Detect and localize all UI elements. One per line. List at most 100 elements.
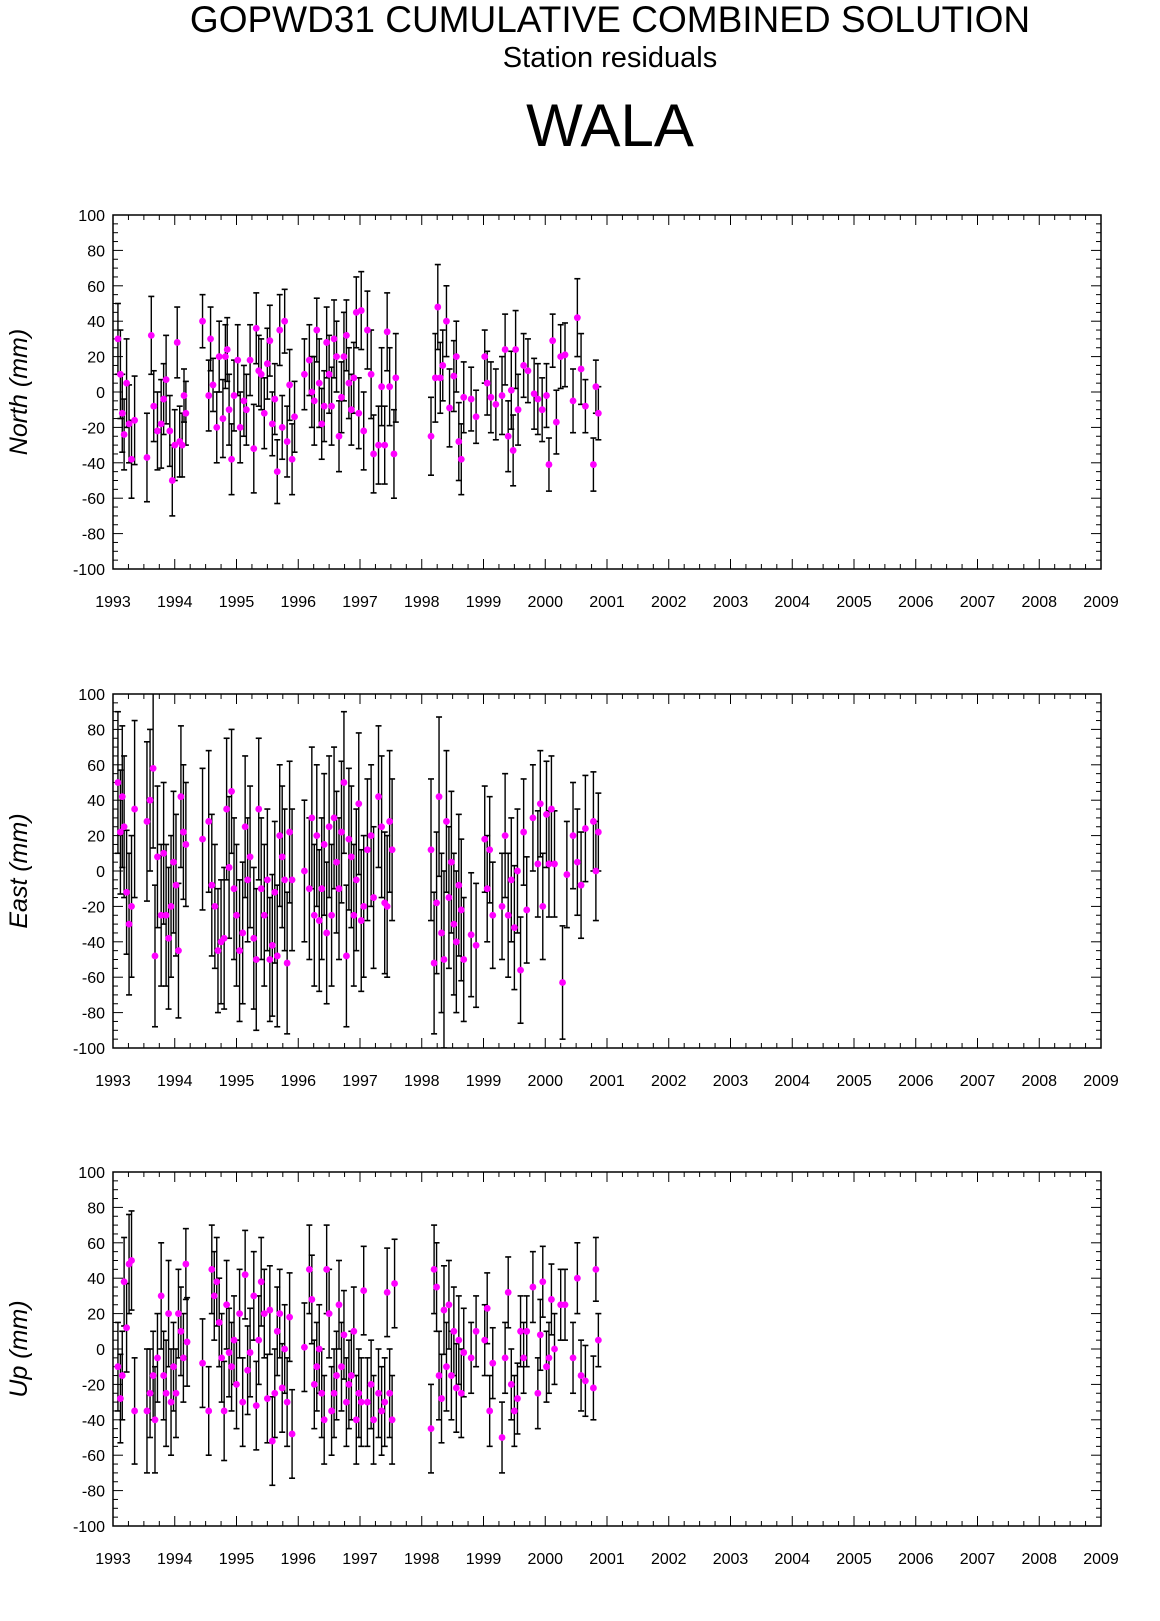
y-tick-label: -80 xyxy=(82,1484,105,1501)
data-point xyxy=(154,427,161,435)
data-point xyxy=(460,1349,468,1356)
data-point xyxy=(325,823,333,831)
data-point xyxy=(236,424,244,431)
data-point xyxy=(577,881,585,889)
y-axis-label: North (mm) xyxy=(5,329,33,455)
data-point xyxy=(450,920,458,928)
data-point xyxy=(263,876,271,884)
data-point xyxy=(357,917,365,924)
x-tick-label: 2004 xyxy=(774,594,810,611)
data-point xyxy=(114,1363,122,1371)
data-point xyxy=(340,1331,348,1339)
data-point xyxy=(472,413,480,421)
data-point xyxy=(171,441,179,449)
data-point xyxy=(431,374,439,382)
y-tick-label: 80 xyxy=(87,722,105,739)
data-point xyxy=(244,876,252,884)
y-tick-label: 0 xyxy=(96,1342,105,1359)
data-point xyxy=(435,793,443,801)
data-point xyxy=(172,881,180,889)
data-point xyxy=(594,409,602,417)
plot-panel-2: 100 80 60 40 20 0 -20 -40 -60 -80 -100 1993 1994 1995… xyxy=(5,687,1119,1090)
data-point xyxy=(236,947,243,955)
data-point xyxy=(131,1407,139,1415)
data-point xyxy=(154,1354,161,1362)
data-point xyxy=(147,331,155,339)
data-point xyxy=(498,392,506,399)
data-point xyxy=(347,853,355,861)
data-point xyxy=(388,1416,396,1424)
data-point xyxy=(120,1278,128,1286)
data-point xyxy=(146,1389,154,1397)
data-point xyxy=(559,979,566,986)
data-point xyxy=(318,420,326,428)
data-point xyxy=(343,331,350,339)
data-point xyxy=(581,402,589,410)
data-point xyxy=(220,1407,228,1415)
data-point xyxy=(179,1354,187,1362)
data-point xyxy=(167,1398,175,1406)
x-tick-label: 2005 xyxy=(836,1073,872,1090)
x-tick-label: 2006 xyxy=(898,1551,934,1568)
data-point xyxy=(386,818,394,825)
data-point xyxy=(320,402,328,410)
data-point xyxy=(489,1359,497,1367)
data-point xyxy=(507,386,515,394)
data-point xyxy=(386,1389,394,1397)
data-point xyxy=(594,828,602,836)
data-point xyxy=(345,379,353,387)
data-point xyxy=(117,828,124,836)
data-point xyxy=(207,335,214,343)
data-point xyxy=(573,314,581,322)
data-point xyxy=(268,1437,276,1445)
data-point xyxy=(241,823,249,831)
data-point xyxy=(345,1381,353,1388)
data-point xyxy=(271,888,279,896)
data-point xyxy=(343,952,350,960)
data-point xyxy=(114,779,122,786)
y-tick-label: -20 xyxy=(82,1377,105,1394)
data-point xyxy=(228,1363,235,1371)
data-point xyxy=(315,917,323,924)
data-point xyxy=(125,420,133,428)
data-point xyxy=(534,1389,542,1397)
x-tick-label: 2009 xyxy=(1083,594,1119,611)
data-point xyxy=(271,395,279,403)
data-point xyxy=(240,397,248,405)
y-tick-label: 60 xyxy=(87,279,105,296)
data-point xyxy=(182,841,190,848)
data-point xyxy=(548,805,555,813)
y-tick-label: 20 xyxy=(87,829,105,846)
data-point xyxy=(211,903,219,910)
data-point xyxy=(263,360,271,368)
data-point xyxy=(260,911,268,919)
data-point xyxy=(392,374,400,382)
data-point xyxy=(165,934,172,942)
data-point xyxy=(455,438,463,445)
x-tick-label: 2003 xyxy=(713,594,749,611)
data-point xyxy=(543,810,550,818)
y-tick-label: 80 xyxy=(87,243,105,260)
data-point xyxy=(288,455,296,463)
data-point xyxy=(467,1354,475,1362)
data-point xyxy=(529,1283,537,1291)
data-point xyxy=(118,1372,126,1379)
data-point xyxy=(244,1366,252,1374)
y-tick-label: -60 xyxy=(82,970,105,987)
x-tick-label: 2000 xyxy=(527,1073,563,1090)
data-point xyxy=(450,1327,458,1335)
data-point xyxy=(338,393,345,401)
y-tick-label: -100 xyxy=(73,1519,105,1536)
data-point xyxy=(378,823,386,831)
data-point xyxy=(352,1416,360,1424)
data-point xyxy=(370,894,377,901)
data-point xyxy=(460,393,468,401)
data-point xyxy=(443,1363,450,1371)
data-point xyxy=(160,1372,168,1379)
data-point xyxy=(427,1425,435,1433)
data-point xyxy=(355,409,363,417)
data-point xyxy=(273,952,281,960)
data-point xyxy=(447,858,455,866)
data-point xyxy=(383,1288,391,1296)
